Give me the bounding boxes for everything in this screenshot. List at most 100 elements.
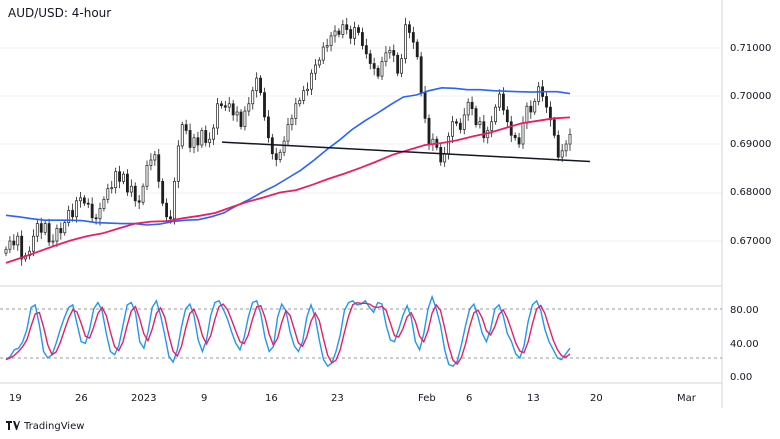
candle-bullish[interactable] [129,185,133,193]
candle-bullish[interactable] [404,24,407,60]
candle-bearish[interactable] [372,63,376,69]
candle-bearish[interactable] [517,137,521,145]
candle-bullish[interactable] [278,151,282,160]
candle-bullish[interactable] [16,235,20,246]
candle-bullish[interactable] [247,103,251,112]
candle-bearish[interactable] [482,121,486,139]
candle-bearish[interactable] [270,137,274,155]
candle-bullish[interactable] [568,133,572,145]
candle-bullish[interactable] [451,121,454,137]
candle-bullish[interactable] [63,222,67,234]
candle-bearish[interactable] [419,56,423,93]
candle-bullish[interactable] [525,105,529,124]
candle-bearish[interactable] [548,106,552,121]
candle-bearish[interactable] [556,134,560,158]
candle-bullish[interactable] [306,88,310,92]
candle-bearish[interactable] [364,45,368,55]
tradingview-brand[interactable]: TradingView [6,420,84,433]
candle-bullish[interactable] [462,114,466,130]
candle-bullish[interactable] [537,86,541,102]
candle-bullish[interactable] [447,135,451,155]
candle-bullish[interactable] [478,121,482,125]
candle-bullish[interactable] [122,173,125,182]
candle-bearish[interactable] [396,54,400,74]
candle-bullish[interactable] [172,181,176,220]
price-axis[interactable]: 0.71000 0.70000 0.69000 0.68000 0.67000 [730,43,771,247]
candle-bullish[interactable] [286,124,290,142]
candle-bearish[interactable] [47,223,51,243]
candle-bearish[interactable] [266,116,270,139]
candle-bullish[interactable] [533,100,537,113]
candle-bearish[interactable] [259,77,263,93]
candle-bullish[interactable] [388,50,392,54]
candle-bearish[interactable] [360,32,364,46]
candle-bullish[interactable] [282,140,286,153]
candle-bearish[interactable] [196,137,200,146]
candle-bullish[interactable] [333,30,337,37]
time-axis[interactable]: 19 26 2023 9 16 23 Feb 6 13 20 Mar [9,393,697,404]
candle-bearish[interactable] [474,108,478,125]
candle-bullish[interactable] [212,127,216,140]
candle-bearish[interactable] [513,134,517,139]
candle-bullish[interactable] [43,223,47,233]
candle-bullish[interactable] [98,208,102,220]
candle-bullish[interactable] [141,185,145,203]
candle-bullish[interactable] [290,117,294,125]
candle-bullish[interactable] [317,59,321,66]
candle-bearish[interactable] [274,153,278,160]
stochastic-k-line[interactable] [5,294,571,368]
candle-bearish[interactable] [39,223,43,233]
candle-bearish[interactable] [90,203,94,219]
candle-bearish[interactable] [118,171,122,182]
candle-bullish[interactable] [490,121,494,131]
candle-bullish[interactable] [255,77,259,92]
candle-bullish[interactable] [521,122,525,145]
candle-bearish[interactable] [231,103,235,116]
candle-bearish[interactable] [165,202,169,218]
candle-bullish[interactable] [102,198,106,209]
candle-bearish[interactable] [529,105,533,113]
candle-bearish[interactable] [263,92,266,118]
candle-bullish[interactable] [106,188,110,200]
candle-bearish[interactable] [357,27,360,33]
neckline-trendline[interactable] [221,141,591,163]
candle-bullish[interactable] [251,90,255,105]
candle-bearish[interactable] [204,130,208,143]
moving-average-slow-line[interactable] [5,116,571,264]
candle-bullish[interactable] [321,46,325,61]
candle-bearish[interactable] [470,101,474,109]
candle-bearish[interactable] [223,105,227,108]
candle-bearish[interactable] [552,119,556,136]
candle-bullish[interactable] [294,103,298,119]
candle-bearish[interactable] [125,173,129,193]
candle-bullish[interactable] [235,111,239,116]
candle-bearish[interactable] [94,217,98,220]
candle-bearish[interactable] [345,24,349,30]
candle-bearish[interactable] [411,32,415,43]
candle-bearish[interactable] [501,93,505,111]
candle-bullish[interactable] [145,165,149,187]
candle-bearish[interactable] [239,111,243,127]
candle-bullish[interactable] [298,100,302,105]
candle-bullish[interactable] [313,64,317,74]
candle-bearish[interactable] [505,109,509,123]
candle-bearish[interactable] [415,41,419,58]
candle-bullish[interactable] [400,58,404,74]
candle-bullish[interactable] [353,27,357,39]
candle-bullish[interactable] [153,154,157,161]
candle-bearish[interactable] [349,29,353,39]
candle-bullish[interactable] [78,197,82,202]
candle-bullish[interactable] [329,35,333,46]
candle-bullish[interactable] [443,153,447,163]
candle-bearish[interactable] [407,24,411,33]
candle-bullish[interactable] [67,210,71,223]
candle-bearish[interactable] [12,240,16,246]
candle-bearish[interactable] [423,92,427,119]
candle-bearish[interactable] [59,228,63,234]
candle-bullish[interactable] [341,24,345,35]
candle-bullish[interactable] [75,200,78,218]
candle-bullish[interactable] [35,223,39,237]
candle-bullish[interactable] [208,138,212,143]
candle-bearish[interactable] [86,202,90,205]
